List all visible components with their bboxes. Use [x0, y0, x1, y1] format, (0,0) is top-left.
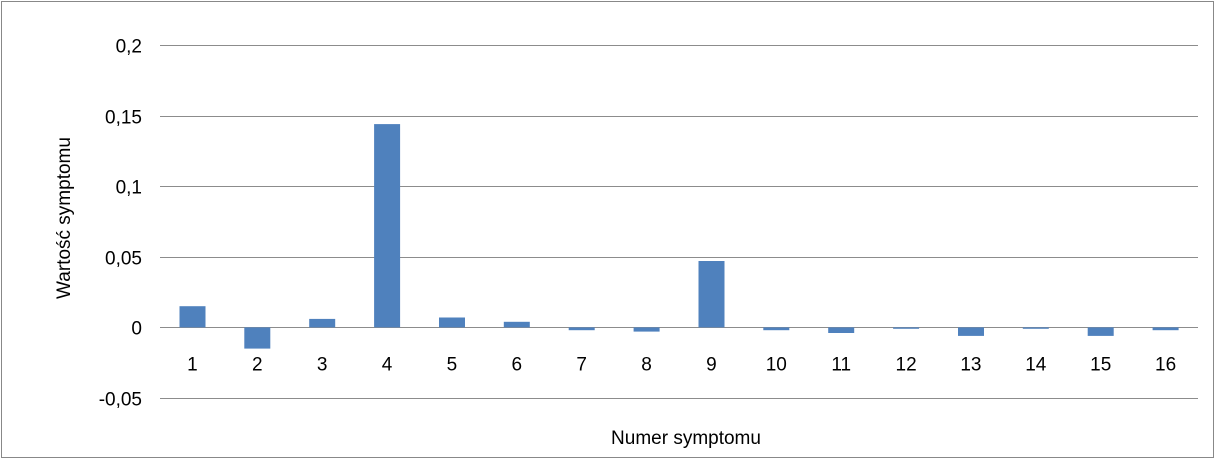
y-tick-label: 0,1 [116, 178, 142, 199]
x-tick-label: 16 [1155, 354, 1176, 375]
x-tick-label: 11 [831, 354, 851, 375]
x-tick-label: 8 [641, 354, 652, 375]
x-tick-label: 9 [706, 354, 717, 375]
bar-3 [309, 318, 336, 328]
bar-1 [179, 306, 206, 328]
x-axis-title: Numer symptomu [611, 428, 761, 449]
x-tick-label: 13 [960, 354, 981, 375]
x-tick-label: 15 [1090, 354, 1111, 375]
y-tick-label: 0,15 [105, 108, 142, 129]
bar-6 [503, 321, 530, 328]
bar-5 [439, 317, 465, 328]
bars [179, 124, 1179, 349]
x-axis-tick-labels: 1 2 3 4 5 6 7 8 9 10 11 12 13 14 15 16 [187, 354, 1176, 375]
x-tick-label: 1 [187, 354, 198, 375]
bar-8 [633, 327, 660, 332]
x-tick-label: 12 [896, 354, 917, 375]
x-tick-label: 4 [382, 354, 393, 375]
x-tick-label: 2 [252, 354, 263, 375]
x-tick-label: 3 [317, 354, 328, 375]
y-axis-tick-labels: -0,05 0 0,05 0,1 0,15 0,2 [99, 37, 142, 411]
x-tick-label: 5 [447, 354, 458, 375]
x-tick-label: 10 [766, 354, 787, 375]
y-tick-label: 0,05 [105, 249, 142, 270]
y-tick-label: -0,05 [99, 390, 142, 411]
gridlines [160, 45, 1198, 399]
bar-13 [958, 327, 984, 336]
y-tick-label: 0,2 [116, 37, 142, 58]
x-tick-label: 14 [1025, 354, 1047, 375]
bar-16 [1152, 327, 1179, 331]
bar-4 [374, 124, 401, 328]
bar-15 [1087, 327, 1114, 336]
bar-11 [828, 327, 855, 333]
bar-12 [893, 327, 920, 329]
bar-2 [244, 327, 271, 349]
y-axis-title: Wartość symptomu [54, 137, 75, 299]
y-tick-label: 0 [131, 319, 142, 340]
bar-14 [1022, 327, 1049, 329]
bar-9 [698, 261, 725, 328]
x-tick-label: 6 [512, 354, 523, 375]
bar-10 [763, 327, 790, 331]
x-tick-label: 7 [576, 354, 587, 375]
bar-7 [568, 327, 595, 331]
